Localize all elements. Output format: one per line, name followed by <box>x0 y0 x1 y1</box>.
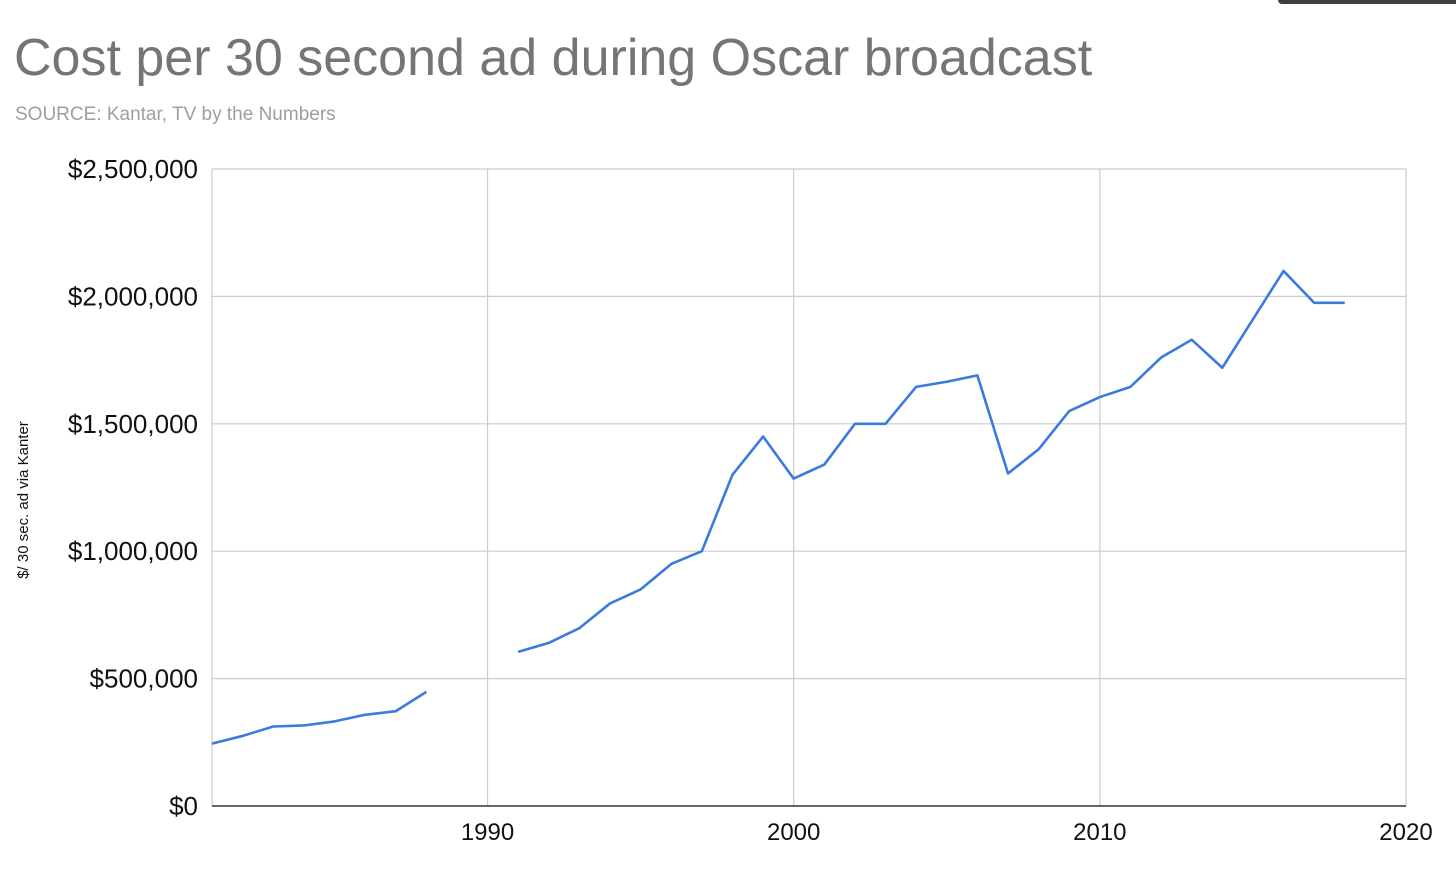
window-edge-tab <box>1278 0 1456 4</box>
y-axis-ticks: $0 $500,000 $1,000,000 $1,500,000 $2,000,000… <box>68 154 198 821</box>
grid-lines <box>211 168 1407 807</box>
y-tick-label: $2,000,000 <box>68 281 198 311</box>
y-tick-label: $1,500,000 <box>68 409 198 439</box>
chart-title: Cost per 30 second ad during Oscar broad… <box>14 29 1093 87</box>
series-lines <box>211 269 1345 745</box>
chart-subtitle: SOURCE: Kantar, TV by the Numbers <box>15 104 336 125</box>
x-tick-label: 1990 <box>461 819 514 846</box>
x-tick-label: 2010 <box>1073 819 1126 846</box>
y-tick-label: $1,000,000 <box>68 536 198 566</box>
x-tick-label: 2020 <box>1379 819 1432 846</box>
series-line-segment <box>517 269 1345 654</box>
x-tick-label: 2000 <box>767 819 820 846</box>
series-line-segment <box>211 690 428 745</box>
y-tick-label: $500,000 <box>90 664 198 694</box>
y-tick-label: $0 <box>169 791 198 821</box>
y-axis-label: $/ 30 sec. ad via Kanter <box>15 421 32 579</box>
x-axis-ticks: 1990 2000 2010 2020 <box>461 819 1433 846</box>
y-tick-label: $2,500,000 <box>68 154 198 184</box>
